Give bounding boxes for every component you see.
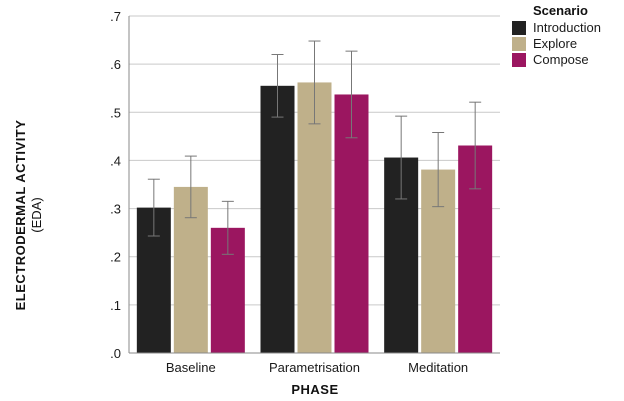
y-tick-label: .3: [110, 202, 121, 217]
y-tick-label: .4: [110, 153, 121, 168]
y-tick-label: .5: [110, 105, 121, 120]
x-category-label: Meditation: [408, 360, 468, 375]
error-bars-group: [147, 40, 482, 255]
bar-explore-parametrisation: [297, 82, 332, 354]
y-tick-label: .1: [110, 298, 121, 313]
y-tick-labels: .0 .1 .2 .3 .4 .5 .6 .7: [110, 9, 121, 361]
legend-label-introduction: Introduction: [533, 20, 601, 35]
y-axis-subtitle: (EDA): [29, 197, 44, 232]
legend-title: Scenario: [533, 3, 588, 18]
x-axis-title: PHASE: [291, 382, 338, 397]
bar-introduction-parametrisation: [260, 85, 295, 354]
legend-label-explore: Explore: [533, 36, 577, 51]
legend-swatch-introduction: [512, 21, 526, 35]
legend-swatch-explore: [512, 37, 526, 51]
y-tick-label: .7: [110, 9, 121, 24]
y-tick-label: .6: [110, 57, 121, 72]
axes: [128, 16, 500, 354]
y-tick-label: .2: [110, 250, 121, 265]
x-category-label: Baseline: [166, 360, 216, 375]
x-category-labels: Baseline Parametrisation Meditation: [166, 360, 468, 375]
legend-swatch-compose: [512, 53, 526, 67]
y-tick-label: .0: [110, 346, 121, 361]
legend-label-compose: Compose: [533, 52, 589, 67]
y-axis-title: ELECTRODERMAL ACTIVITY: [13, 120, 28, 311]
x-category-label: Parametrisation: [269, 360, 360, 375]
